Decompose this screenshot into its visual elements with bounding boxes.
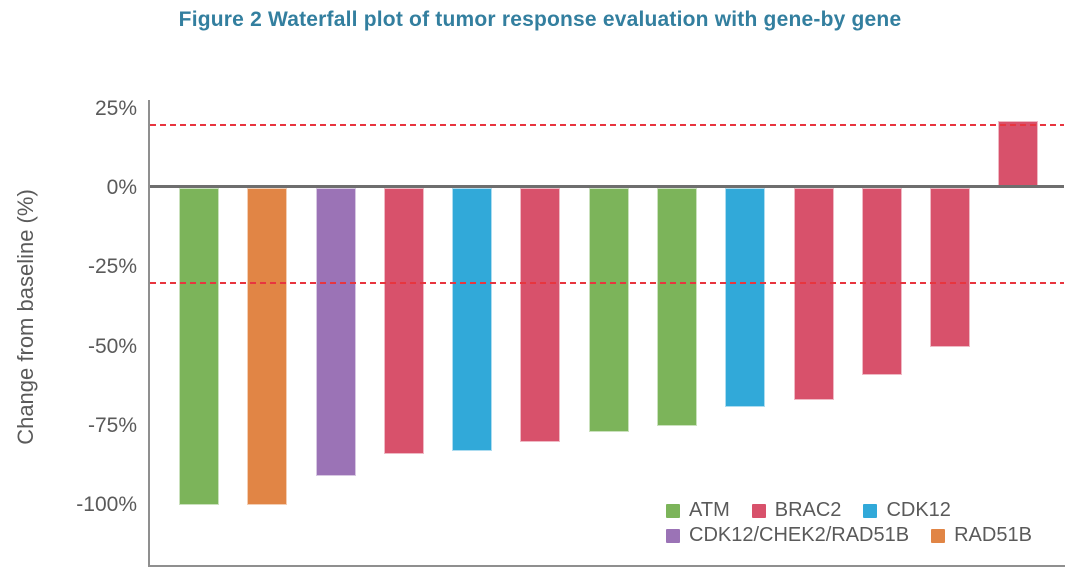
y-tick-label: 25% <box>94 96 137 120</box>
bar <box>520 188 561 442</box>
legend: ATM BRAC2 CDK12 CDK12/CHEK2/RAD51B RAD51B <box>666 498 1032 548</box>
bar <box>725 188 766 407</box>
figure-title: Figure 2 Waterfall plot of tumor respons… <box>178 8 902 31</box>
reference-line <box>150 123 1064 126</box>
legend-item: BRAC2 <box>751 499 842 522</box>
bar <box>656 188 697 426</box>
reference-line <box>150 282 1064 285</box>
legend-swatch <box>751 503 766 518</box>
legend-item: ATM <box>666 499 730 522</box>
y-tick-label: -100% <box>76 493 137 516</box>
y-tick-label: 0% <box>106 176 137 199</box>
legend-row: ATM BRAC2 CDK12 <box>666 498 1032 523</box>
bar <box>315 188 356 477</box>
legend-label: BRAC2 <box>774 499 842 521</box>
bar <box>998 121 1039 188</box>
legend-swatch <box>666 503 680 518</box>
bar <box>179 188 219 505</box>
legend-swatch <box>666 528 680 543</box>
legend-item: RAD51B <box>931 524 1032 547</box>
legend-label: ATM <box>689 499 730 521</box>
legend-label: CDK12 <box>886 499 951 521</box>
bar <box>452 188 493 452</box>
legend-label: CDK12/CHEK2/RAD51B <box>689 524 910 546</box>
legend-item: CDK12 <box>863 499 951 522</box>
bar <box>861 188 902 376</box>
legend-swatch <box>931 528 946 543</box>
legend-label: RAD51B <box>954 524 1032 546</box>
legend-row: CDK12/CHEK2/RAD51B RAD51B <box>666 523 1032 548</box>
bar <box>930 188 971 347</box>
bar <box>383 188 424 455</box>
bar <box>793 188 834 401</box>
y-tick-label: -25% <box>87 255 137 279</box>
bar <box>588 188 629 433</box>
zero-baseline <box>150 185 1064 188</box>
bar <box>247 188 288 505</box>
legend-swatch <box>863 503 878 518</box>
x-axis-line <box>148 565 1065 567</box>
y-axis-line <box>148 100 150 567</box>
y-tick-label: -75% <box>87 413 137 437</box>
legend-item: CDK12/CHEK2/RAD51B <box>666 524 909 547</box>
y-tick-label: -50% <box>87 334 137 358</box>
